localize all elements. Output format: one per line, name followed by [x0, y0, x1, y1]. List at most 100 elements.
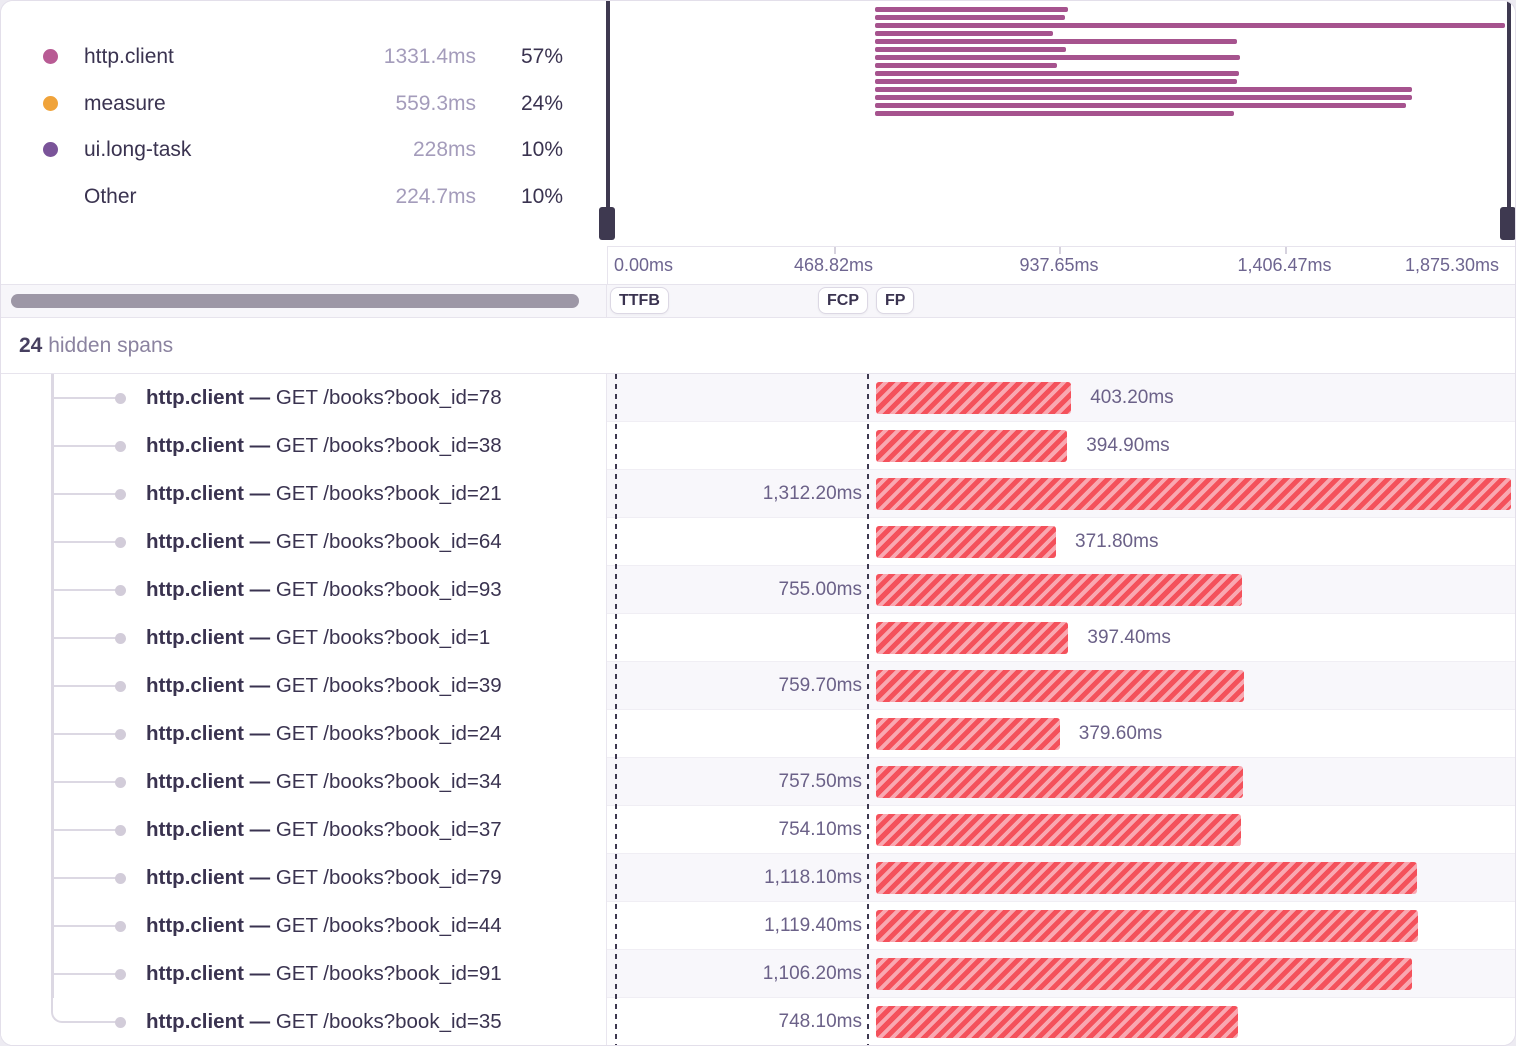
span-row[interactable]: http.client — GET /books?book_id=34 757.…: [1, 758, 1515, 806]
span-description: GET /books?book_id=1: [275, 626, 491, 649]
span-timeline-cell[interactable]: 1,106.20ms: [607, 950, 1515, 998]
span-separator: —: [249, 386, 276, 409]
span-duration-label: 759.70ms: [778, 675, 862, 696]
span-name-cell[interactable]: http.client — GET /books?book_id=34: [1, 758, 607, 806]
span-duration-bar[interactable]: [876, 910, 1418, 942]
tree-branch-line: [52, 636, 118, 639]
axis-label: 468.82ms: [793, 255, 874, 275]
span-duration-bar[interactable]: [876, 1006, 1239, 1038]
span-rows: http.client — GET /books?book_id=78 403.…: [1, 374, 1515, 1045]
axis-label: 0.00ms: [614, 255, 674, 275]
span-duration-bar[interactable]: [876, 862, 1418, 894]
span-timeline-cell[interactable]: 1,119.40ms: [607, 902, 1515, 950]
span-timeline-cell[interactable]: 379.60ms: [607, 710, 1515, 758]
span-row[interactable]: http.client — GET /books?book_id=21 1,31…: [1, 470, 1515, 518]
legend-percent-value: 24%: [520, 91, 563, 115]
span-name-cell[interactable]: http.client — GET /books?book_id=24: [1, 710, 607, 758]
span-separator: —: [249, 722, 276, 745]
span-row[interactable]: http.client — GET /books?book_id=78 403.…: [1, 374, 1515, 422]
span-name-cell[interactable]: http.client — GET /books?book_id=78: [1, 374, 607, 422]
span-duration-bar[interactable]: [876, 622, 1069, 654]
axis-tick: [1284, 247, 1287, 254]
span-duration-bar[interactable]: [876, 574, 1242, 606]
span-timeline-cell[interactable]: 757.50ms: [607, 758, 1515, 806]
span-row[interactable]: http.client — GET /books?book_id=37 754.…: [1, 806, 1515, 854]
span-name-cell[interactable]: http.client — GET /books?book_id=93: [1, 566, 607, 614]
span-timeline-cell[interactable]: 371.80ms: [607, 518, 1515, 566]
legend-duration-value: 1331.4ms: [383, 45, 476, 68]
vital-badge-ttfb: TTFB: [610, 287, 669, 314]
span-name-cell[interactable]: http.client — GET /books?book_id=39: [1, 662, 607, 710]
span-description: GET /books?book_id=37: [275, 818, 502, 841]
span-separator: —: [249, 626, 276, 649]
hidden-spans-count: 24: [19, 334, 43, 357]
span-duration-bar[interactable]: [876, 814, 1242, 846]
span-name-cell[interactable]: http.client — GET /books?book_id=1: [1, 614, 607, 662]
span-description: GET /books?book_id=21: [275, 482, 502, 505]
span-row[interactable]: http.client — GET /books?book_id=1 397.4…: [1, 614, 1515, 662]
span-timeline-cell[interactable]: 759.70ms: [607, 662, 1515, 710]
span-row[interactable]: http.client — GET /books?book_id=39 759.…: [1, 662, 1515, 710]
span-timeline-cell[interactable]: 394.90ms: [607, 422, 1515, 470]
span-row[interactable]: http.client — GET /books?book_id=64 371.…: [1, 518, 1515, 566]
span-separator: —: [249, 434, 276, 457]
span-row[interactable]: http.client — GET /books?book_id=35 748.…: [1, 998, 1515, 1045]
span-name-cell[interactable]: http.client — GET /books?book_id=44: [1, 902, 607, 950]
horizontal-scrollbar-thumb[interactable]: [11, 294, 579, 308]
span-title: http.client — GET /books?book_id=37: [1, 806, 606, 854]
span-name-cell[interactable]: http.client — GET /books?book_id=91: [1, 950, 607, 998]
span-duration-bar[interactable]: [876, 430, 1068, 462]
span-name-cell[interactable]: http.client — GET /books?book_id=79: [1, 854, 607, 902]
scrollbar-track[interactable]: [1, 285, 607, 317]
span-timeline-cell[interactable]: 755.00ms: [607, 566, 1515, 614]
span-duration-bar[interactable]: [876, 382, 1072, 414]
minimap-right-handle-line: [1507, 1, 1511, 207]
span-name-cell[interactable]: http.client — GET /books?book_id=37: [1, 806, 607, 854]
axis-tick: [833, 247, 836, 254]
span-title: http.client — GET /books?book_id=44: [1, 902, 606, 950]
span-duration-bar[interactable]: [876, 718, 1060, 750]
span-duration-label: 755.00ms: [778, 579, 862, 600]
span-description: GET /books?book_id=35: [275, 1010, 502, 1033]
span-name-cell[interactable]: http.client — GET /books?book_id=38: [1, 422, 607, 470]
trace-minimap[interactable]: 0.00ms 468.82ms 937.65ms 1,406.47ms 1,875.30…: [599, 1, 1515, 285]
span-row[interactable]: http.client — GET /books?book_id=91 1,10…: [1, 950, 1515, 998]
minimap-span-canvas[interactable]: [607, 1, 1515, 246]
span-duration-bar[interactable]: [876, 478, 1512, 510]
span-row[interactable]: http.client — GET /books?book_id=44 1,11…: [1, 902, 1515, 950]
span-timeline-cell[interactable]: 397.40ms: [607, 614, 1515, 662]
span-timeline-cell[interactable]: 754.10ms: [607, 806, 1515, 854]
span-op: http.client: [146, 1010, 244, 1033]
tree-node-dot: [115, 584, 126, 596]
span-op: http.client: [146, 482, 244, 505]
axis-label: 937.65ms: [1019, 255, 1099, 275]
hidden-spans-label: hidden spans: [48, 334, 174, 357]
span-description: GET /books?book_id=93: [275, 578, 502, 601]
span-row[interactable]: http.client — GET /books?book_id=93 755.…: [1, 566, 1515, 614]
span-name-cell[interactable]: http.client — GET /books?book_id=21: [1, 470, 607, 518]
span-name-cell[interactable]: http.client — GET /books?book_id=35: [1, 998, 607, 1045]
minimap-right-handle-grip[interactable]: [1500, 207, 1515, 240]
span-timeline-cell[interactable]: 748.10ms: [607, 998, 1515, 1045]
minimap-span-bar: [875, 71, 1239, 76]
span-name-cell[interactable]: http.client — GET /books?book_id=64: [1, 518, 607, 566]
minimap-span-bar: [875, 23, 1505, 28]
tree-node-dot: [115, 872, 126, 884]
span-row[interactable]: http.client — GET /books?book_id=38 394.…: [1, 422, 1515, 470]
top-section: http.client 1331.4ms 57% measure 559.3ms…: [1, 1, 1515, 285]
span-duration-bar[interactable]: [876, 526, 1057, 558]
minimap-left-handle-grip[interactable]: [599, 207, 615, 240]
hidden-spans-row[interactable]: 24 hidden spans: [1, 318, 1515, 374]
span-row[interactable]: http.client — GET /books?book_id=79 1,11…: [1, 854, 1515, 902]
span-timeline-cell[interactable]: 1,312.20ms: [607, 470, 1515, 518]
minimap-span-bar: [875, 7, 1069, 12]
span-timeline-cell[interactable]: 1,118.10ms: [607, 854, 1515, 902]
span-title: http.client — GET /books?book_id=35: [1, 998, 606, 1045]
span-duration-bar[interactable]: [876, 670, 1244, 702]
tree-node-dot: [115, 920, 126, 932]
span-row[interactable]: http.client — GET /books?book_id=24 379.…: [1, 710, 1515, 758]
span-timeline-cell[interactable]: 403.20ms: [607, 374, 1515, 422]
tree-branch-line: [52, 588, 118, 591]
span-duration-bar[interactable]: [876, 766, 1243, 798]
span-duration-bar[interactable]: [876, 958, 1412, 990]
